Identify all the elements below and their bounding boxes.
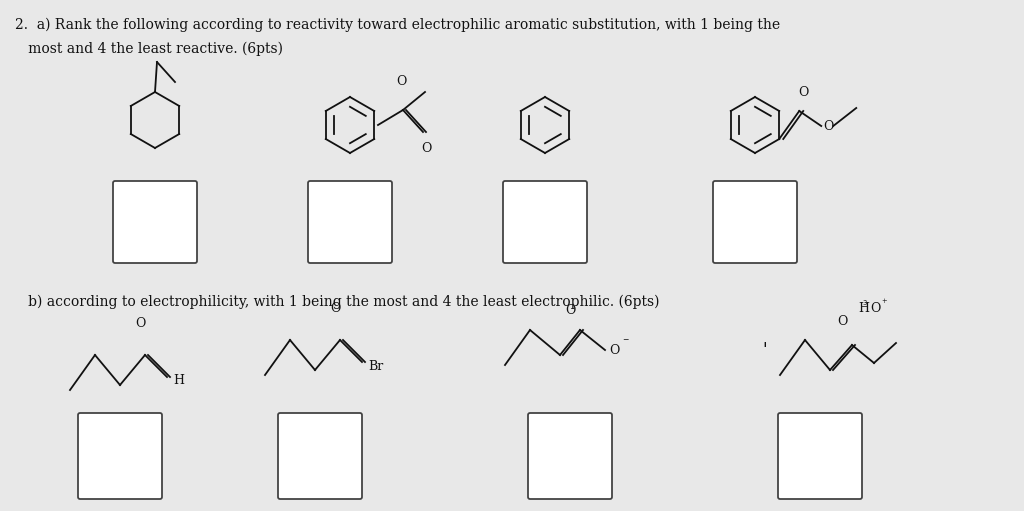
FancyBboxPatch shape (503, 181, 587, 263)
Text: O: O (870, 302, 881, 315)
Text: H: H (858, 302, 869, 315)
FancyBboxPatch shape (528, 413, 612, 499)
Text: 2.  a) Rank the following according to reactivity toward electrophilic aromatic : 2. a) Rank the following according to re… (15, 18, 780, 32)
Text: O: O (135, 317, 145, 330)
Text: O: O (823, 120, 834, 132)
Text: O: O (837, 315, 847, 328)
Text: O: O (330, 302, 340, 315)
Text: O: O (396, 75, 407, 88)
FancyBboxPatch shape (78, 413, 162, 499)
Text: $^-$: $^-$ (621, 337, 630, 347)
Text: H: H (173, 375, 184, 387)
Text: most and 4 the least reactive. (6pts): most and 4 the least reactive. (6pts) (15, 42, 283, 56)
FancyBboxPatch shape (113, 181, 197, 263)
Text: $^+$: $^+$ (880, 298, 888, 308)
Text: O: O (609, 343, 620, 357)
Text: O: O (798, 86, 808, 99)
FancyBboxPatch shape (278, 413, 362, 499)
FancyBboxPatch shape (778, 413, 862, 499)
FancyBboxPatch shape (713, 181, 797, 263)
Text: $_3$: $_3$ (862, 298, 868, 308)
Text: b) according to electrophilicity, with 1 being the most and 4 the least electrop: b) according to electrophilicity, with 1… (15, 295, 659, 309)
Text: ': ' (763, 341, 767, 359)
Text: Br: Br (368, 360, 383, 373)
FancyBboxPatch shape (308, 181, 392, 263)
Text: O: O (421, 142, 431, 155)
Text: O: O (565, 304, 575, 317)
